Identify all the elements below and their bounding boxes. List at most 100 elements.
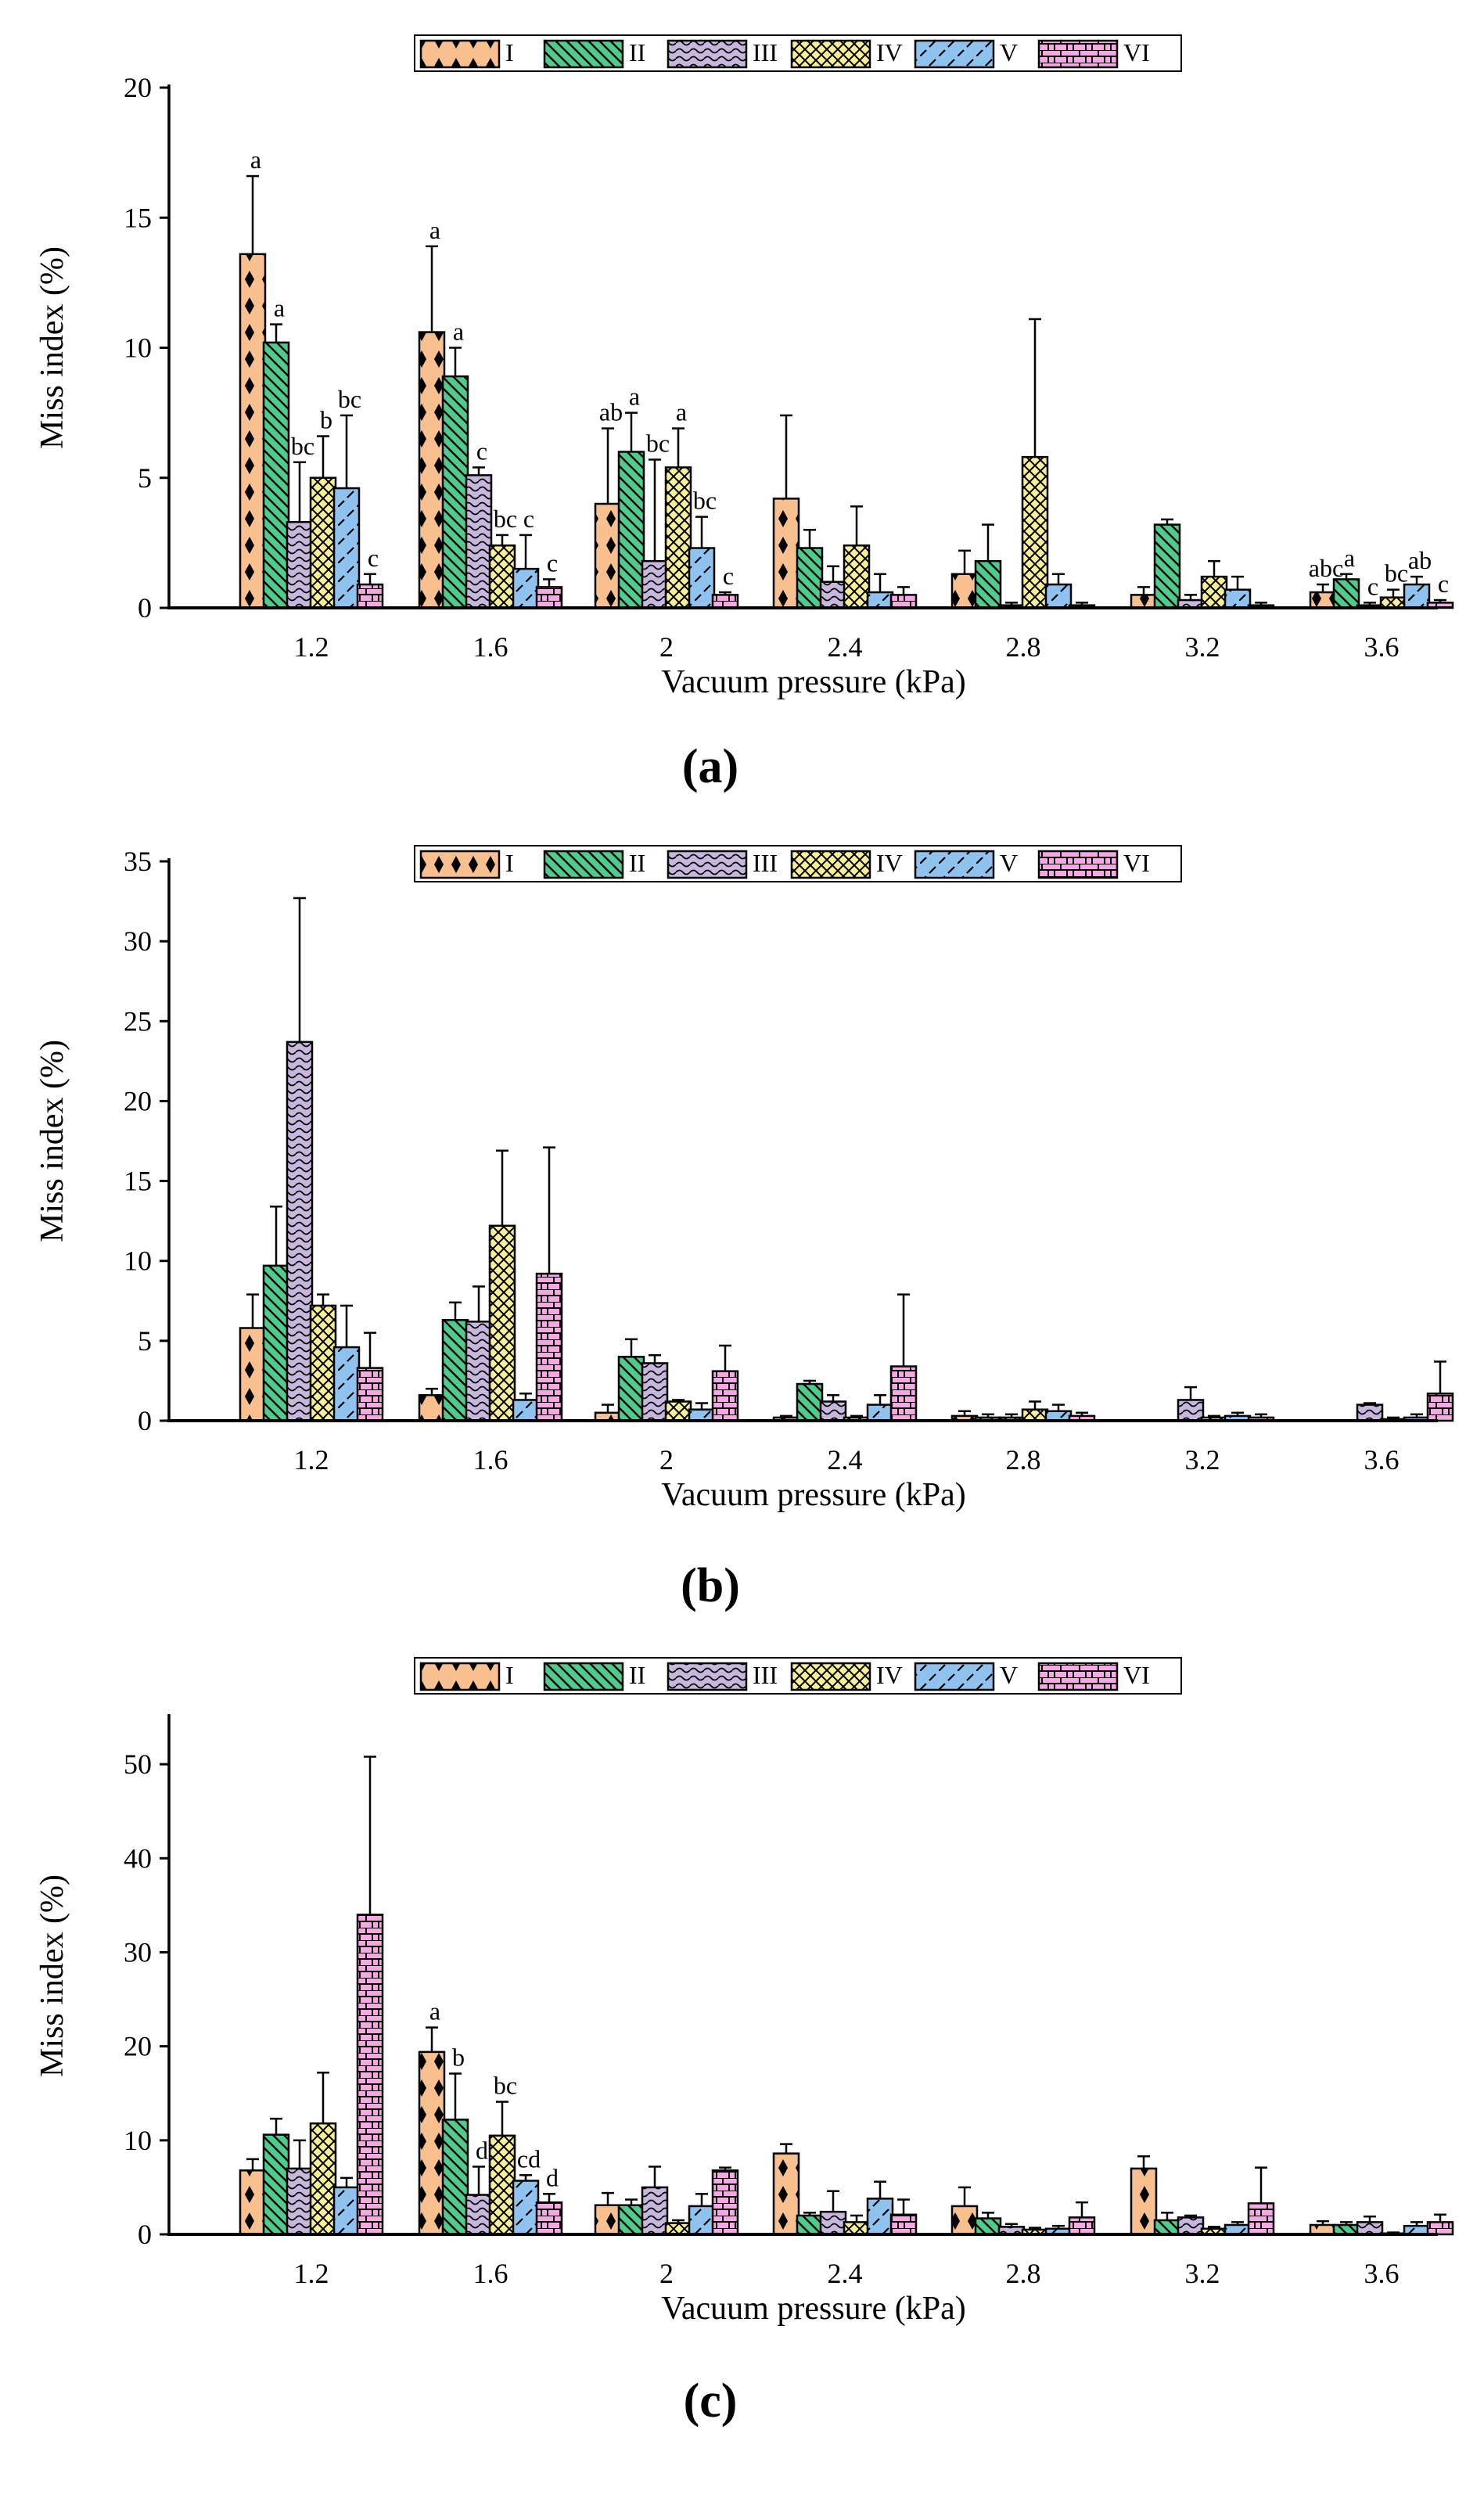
- legend-swatch: [914, 1662, 995, 1691]
- bar: [819, 2210, 847, 2236]
- bar: [309, 1304, 337, 1422]
- bar: [441, 1319, 469, 1422]
- legend-swatch: [790, 39, 871, 69]
- bar: [1021, 1408, 1049, 1422]
- bar: [711, 594, 739, 609]
- bar: [866, 1404, 894, 1422]
- bar: [843, 544, 871, 609]
- y-tick-label: 35: [124, 846, 152, 877]
- significance-label: abc: [1309, 554, 1343, 582]
- bar: [286, 2167, 314, 2236]
- bar: [465, 2194, 493, 2236]
- bar: [356, 583, 384, 609]
- legend-swatch: [1037, 1662, 1119, 1691]
- bar: [617, 2204, 645, 2236]
- legend-item-ii: II: [543, 1661, 645, 1691]
- legend: I II III IV V VI: [414, 845, 1182, 882]
- bar: [889, 1365, 918, 1422]
- significance-label: c: [476, 437, 487, 465]
- bar: [1403, 583, 1431, 609]
- bar: [1356, 2221, 1384, 2236]
- bar: [688, 547, 716, 609]
- y-axis-title: Miss index (%): [34, 1874, 70, 2077]
- series-vi: d: [356, 1756, 1454, 2236]
- bar: [617, 1356, 645, 1422]
- x-axis-title: Vacuum pressure (kPa): [661, 664, 966, 700]
- legend-label: V: [1000, 38, 1018, 66]
- bar: [796, 1382, 824, 1422]
- significance-label: c: [523, 505, 534, 533]
- y-axis-title: Miss index (%): [34, 246, 70, 449]
- x-tick-label: 3.6: [1364, 631, 1400, 663]
- bar: [512, 567, 540, 609]
- y-tick-label: 0: [138, 592, 152, 624]
- x-tick-label: 2.4: [828, 2258, 863, 2289]
- legend-swatch: [667, 39, 748, 69]
- legend-item-iv: IV: [790, 1661, 903, 1691]
- panel-label: (c): [684, 2374, 738, 2428]
- bar: [356, 1367, 384, 1422]
- bar: [1177, 2216, 1205, 2236]
- y-tick-label: 0: [138, 2219, 152, 2250]
- bar: [974, 559, 1002, 609]
- legend-item-vi: VI: [1037, 38, 1150, 69]
- bar: [641, 2186, 669, 2236]
- significance-label: a: [250, 146, 261, 174]
- y-tick-label: 15: [124, 202, 152, 233]
- x-axis-ticks: 1.2 1.6 2 2.4 2.8 3.2 3.6: [294, 2258, 1400, 2289]
- bar: [1426, 2221, 1454, 2236]
- bar: [711, 2169, 739, 2236]
- bar: [796, 2214, 824, 2236]
- bar: [535, 586, 563, 609]
- legend-item-ii: II: [543, 38, 645, 69]
- significance-label: a: [274, 294, 285, 322]
- y-axis-ticks: 0 10 20 30 40 50: [124, 1749, 169, 2250]
- bar: [664, 1400, 692, 1422]
- legend-swatch: [543, 39, 624, 69]
- bar: [1021, 455, 1049, 609]
- significance-label: bc: [494, 2072, 517, 2100]
- series-vi: [356, 1146, 1454, 1422]
- legend-label: III: [753, 38, 778, 66]
- legend-item-v: V: [914, 849, 1018, 879]
- y-tick-label: 20: [124, 2031, 152, 2062]
- bar: [286, 1041, 314, 1422]
- legend-swatch: [419, 39, 501, 69]
- legend-label: I: [505, 38, 514, 66]
- y-tick-label: 50: [124, 1749, 152, 1780]
- bar: [1223, 588, 1252, 609]
- x-tick-label: 3.6: [1364, 2258, 1400, 2289]
- series-iii: [286, 897, 1384, 1422]
- bar: [1356, 1404, 1384, 1422]
- x-tick-label: 3.2: [1185, 1444, 1220, 1475]
- x-tick-label: 3.6: [1364, 1444, 1400, 1475]
- x-tick-label: 2.4: [828, 1444, 863, 1475]
- legend-label: IV: [876, 849, 903, 877]
- bar: [512, 1399, 540, 1422]
- legend-label: III: [753, 849, 778, 877]
- y-tick-label: 5: [138, 1325, 152, 1357]
- x-tick-label: 3.2: [1185, 2258, 1220, 2289]
- legend-swatch: [1037, 39, 1119, 69]
- bar: [1426, 602, 1454, 609]
- legend-item-ii: II: [543, 849, 645, 879]
- legend-item-iv: IV: [790, 38, 903, 69]
- bar: [1200, 575, 1228, 609]
- legend-label: II: [629, 1661, 645, 1689]
- significance-label: a: [429, 1997, 440, 2025]
- bar: [866, 2198, 894, 2236]
- legend-item-i: I: [419, 38, 514, 69]
- legend-swatch: [914, 39, 995, 69]
- bar: [488, 1224, 516, 1422]
- significance-label: c: [1438, 570, 1449, 598]
- bar: [332, 1346, 361, 1422]
- x-tick-label: 2.8: [1006, 631, 1041, 663]
- bar: [1130, 594, 1158, 609]
- bar: [418, 331, 446, 609]
- series-ii: b: [262, 2043, 1360, 2236]
- bar: [535, 1272, 563, 1422]
- significance-label: a: [1344, 544, 1355, 572]
- bar: [1309, 591, 1337, 609]
